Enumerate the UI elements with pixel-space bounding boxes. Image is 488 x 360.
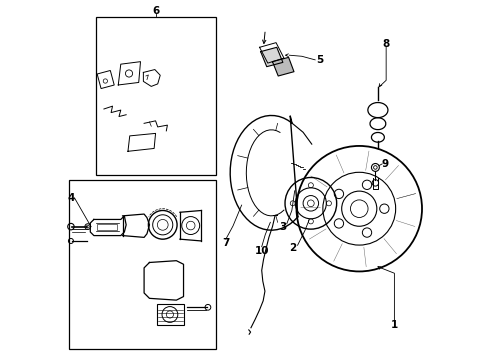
Bar xyxy=(97,71,114,89)
Bar xyxy=(97,224,117,230)
Bar xyxy=(156,304,183,325)
Text: 4: 4 xyxy=(68,193,75,203)
Text: 8: 8 xyxy=(382,39,389,49)
Text: 7: 7 xyxy=(222,238,229,248)
Bar xyxy=(96,17,215,175)
Text: 5: 5 xyxy=(316,55,323,65)
Polygon shape xyxy=(260,47,282,67)
Text: 1: 1 xyxy=(390,320,397,330)
Polygon shape xyxy=(272,57,293,76)
Text: 10: 10 xyxy=(254,246,268,256)
Text: 2: 2 xyxy=(289,243,296,253)
Text: 3: 3 xyxy=(279,222,286,231)
Text: 9: 9 xyxy=(381,159,388,169)
Text: 6: 6 xyxy=(152,6,159,17)
Bar xyxy=(69,180,215,348)
